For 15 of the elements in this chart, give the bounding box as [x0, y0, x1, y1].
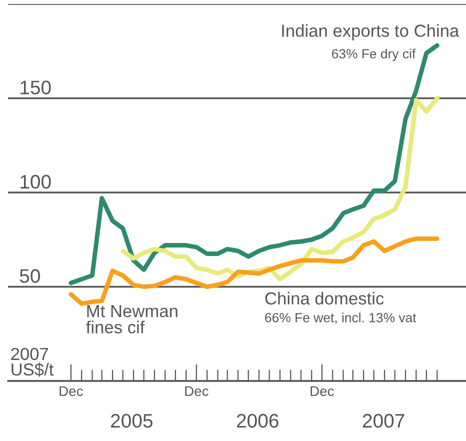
x-tick-label: Dec [185, 386, 208, 396]
series-label: China domestic [265, 292, 384, 305]
y-tick-label: 50 [20, 269, 40, 283]
y-axis-title: 2007 US$/t [11, 348, 54, 377]
y-tick-label: 100 [20, 174, 51, 189]
text: 2006 [236, 414, 278, 428]
annotation: 63% Fe dry cif [332, 48, 416, 62]
series-label: Mt Newman fines cif [86, 305, 178, 334]
x-tick-label: Dec [310, 386, 334, 396]
series-label: Indian exports to China [282, 24, 460, 40]
x-tick-label: Dec [60, 386, 83, 396]
text: 2005 [111, 414, 152, 428]
text: 2007 [362, 414, 404, 428]
y-tick-label: 150 [20, 80, 51, 94]
annotation: 66% Fe wet, incl. 13% vat [265, 312, 416, 324]
